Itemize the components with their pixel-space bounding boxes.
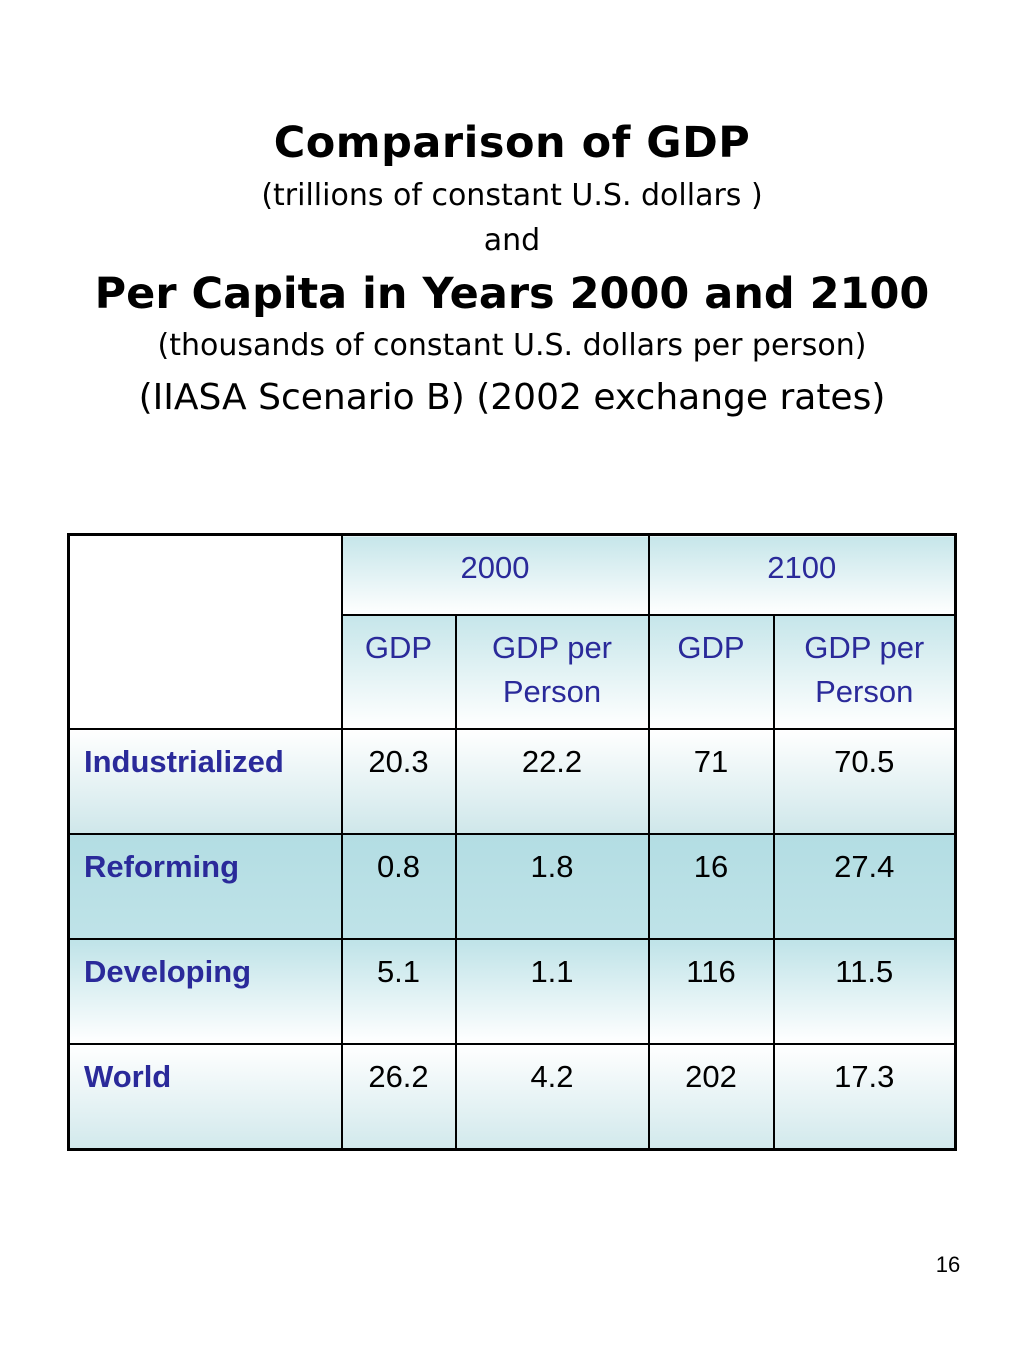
- table-row: Developing 5.1 1.1 116 11.5: [67, 938, 957, 1045]
- row-label-developing: Developing: [67, 938, 343, 1045]
- subtitle-line-2: (thousands of constant U.S. dollars per …: [157, 328, 867, 363]
- table-cell: 0.8: [340, 833, 457, 940]
- table-corner-cell: [67, 533, 343, 730]
- page-number: 16: [935, 1252, 961, 1277]
- table-cell: 1.1: [454, 938, 650, 1045]
- title-line-1: Comparison of GDP: [273, 118, 751, 168]
- table-row: Industrialized 20.3 22.2 71 70.5: [67, 728, 957, 835]
- header-gdp-per-person-2100: GDP per Person: [772, 614, 957, 730]
- header-gdp-2100: GDP: [647, 614, 775, 730]
- table-row: World 26.2 4.2 202 17.3: [67, 1043, 957, 1151]
- row-label-industrialized: Industrialized: [67, 728, 343, 835]
- gdp-comparison-table: 2000 2100 GDP GDP per Person GDP GDP per…: [67, 533, 957, 1151]
- table-cell: 71: [647, 728, 775, 835]
- subtitle-line-1: (trillions of constant U.S. dollars ): [261, 178, 763, 213]
- table-header-row-measures: GDP GDP per Person GDP GDP per Person: [69, 614, 957, 730]
- row-label-reforming: Reforming: [67, 833, 343, 940]
- table-cell: 4.2: [454, 1043, 650, 1151]
- table-cell: 20.3: [340, 728, 457, 835]
- header-gdp-2000: GDP: [340, 614, 457, 730]
- table-cell: 27.4: [772, 833, 957, 940]
- row-label-world: World: [67, 1043, 343, 1151]
- scenario-line: (IIASA Scenario B) (2002 exchange rates): [138, 377, 886, 418]
- title-conjunction: and: [483, 223, 541, 258]
- table-header-row-years: 2000 2100: [67, 533, 957, 730]
- table-cell: 16: [647, 833, 775, 940]
- header-year-2100: 2100: [647, 533, 957, 616]
- table-cell: 70.5: [772, 728, 957, 835]
- header-year-2000: 2000: [340, 533, 650, 616]
- table-cell: 1.8: [454, 833, 650, 940]
- table-cell: 17.3: [772, 1043, 957, 1151]
- table-cell: 11.5: [772, 938, 957, 1045]
- table-row: Reforming 0.8 1.8 16 27.4: [67, 833, 957, 940]
- slide-title-block: Comparison of GDP (trillions of constant…: [0, 112, 1024, 430]
- table-cell: 116: [647, 938, 775, 1045]
- header-gdp-per-person-2000: GDP per Person: [454, 614, 650, 730]
- table-cell: 5.1: [340, 938, 457, 1045]
- table-cell: 202: [647, 1043, 775, 1151]
- table-cell: 22.2: [454, 728, 650, 835]
- title-line-2: Per Capita in Years 2000 and 2100: [94, 269, 930, 319]
- table-cell: 26.2: [340, 1043, 457, 1151]
